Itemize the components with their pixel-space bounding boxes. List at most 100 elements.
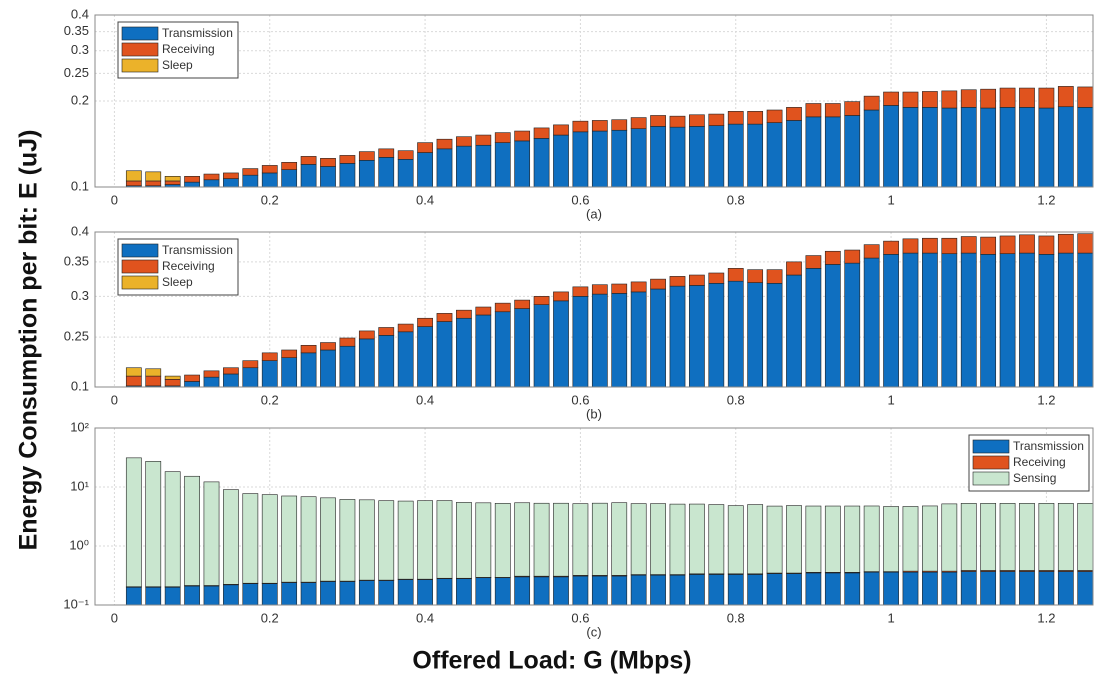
y-tick-label: 0.3 bbox=[71, 42, 89, 57]
x-tick-label: 0.8 bbox=[727, 392, 745, 407]
bar bbox=[184, 181, 200, 188]
bar bbox=[650, 574, 666, 606]
bar bbox=[242, 174, 259, 188]
bar bbox=[689, 126, 705, 188]
bar bbox=[125, 170, 142, 182]
x-tick-label: 0.6 bbox=[571, 392, 589, 407]
bar bbox=[630, 128, 647, 188]
bar bbox=[689, 274, 705, 286]
bar bbox=[727, 574, 744, 606]
bar bbox=[844, 101, 861, 116]
bar bbox=[281, 582, 298, 606]
bar bbox=[300, 352, 317, 388]
bar bbox=[1019, 234, 1035, 254]
y-tick-label: 0.25 bbox=[64, 329, 89, 344]
bar bbox=[1057, 571, 1074, 606]
legend-swatch bbox=[972, 471, 1010, 486]
bar bbox=[553, 134, 569, 188]
bar bbox=[1019, 107, 1035, 188]
bar bbox=[572, 503, 589, 576]
bar bbox=[339, 499, 356, 582]
bar bbox=[669, 115, 686, 128]
bar bbox=[980, 571, 997, 606]
legend-label: Sleep bbox=[162, 58, 193, 72]
bar bbox=[300, 582, 317, 606]
bar bbox=[650, 278, 666, 290]
bar bbox=[261, 165, 278, 174]
bar bbox=[708, 113, 725, 126]
bar bbox=[436, 138, 453, 150]
bar bbox=[397, 323, 414, 333]
bar bbox=[145, 180, 162, 187]
bar bbox=[941, 571, 958, 606]
bar bbox=[184, 374, 200, 382]
bar bbox=[358, 338, 375, 388]
y-tick-label: 0.35 bbox=[64, 23, 89, 38]
bar bbox=[727, 123, 744, 188]
y-tick-label: 10⁰ bbox=[69, 537, 89, 552]
subplot-label: (b) bbox=[586, 406, 602, 421]
bar bbox=[533, 296, 550, 305]
bar bbox=[1019, 503, 1035, 571]
bar bbox=[980, 254, 997, 388]
bar bbox=[417, 579, 433, 606]
axes-frame bbox=[94, 427, 1094, 606]
bar bbox=[747, 574, 764, 606]
bar bbox=[223, 172, 239, 179]
bar bbox=[378, 500, 395, 581]
legend: Transmission Receiving Sensing bbox=[968, 434, 1090, 492]
bar bbox=[902, 506, 919, 572]
bar bbox=[242, 360, 259, 369]
axes-frame bbox=[94, 14, 1094, 188]
bar bbox=[436, 313, 453, 322]
bar bbox=[689, 574, 705, 606]
bar bbox=[533, 304, 550, 388]
bar bbox=[980, 107, 997, 188]
bar bbox=[320, 342, 336, 351]
bar bbox=[553, 576, 569, 606]
bar bbox=[378, 335, 395, 388]
bar bbox=[922, 237, 938, 254]
bar bbox=[164, 375, 181, 380]
bar bbox=[863, 95, 880, 111]
bar bbox=[417, 317, 433, 327]
legend-label: Sleep bbox=[162, 275, 193, 289]
legend-label: Transmission bbox=[162, 26, 233, 40]
bar bbox=[300, 344, 317, 354]
bar bbox=[242, 168, 259, 176]
bar bbox=[902, 107, 919, 188]
bar bbox=[475, 144, 492, 188]
legend-label: Sensing bbox=[1013, 471, 1056, 485]
bar bbox=[1019, 87, 1035, 108]
bar bbox=[145, 375, 162, 387]
y-axis-label: Energy Consumption per bit: E (uJ) bbox=[15, 130, 43, 551]
bar bbox=[203, 585, 220, 606]
x-tick-label: 0.4 bbox=[416, 192, 434, 207]
bar bbox=[922, 107, 938, 188]
bar bbox=[999, 235, 1016, 255]
bar bbox=[514, 140, 531, 188]
x-tick-label: 1.2 bbox=[1037, 392, 1055, 407]
bar bbox=[922, 91, 938, 108]
bar bbox=[844, 572, 861, 606]
x-tick-label: 0.8 bbox=[727, 610, 745, 625]
legend-swatch bbox=[121, 259, 159, 274]
bar bbox=[786, 505, 802, 574]
bar bbox=[689, 503, 705, 575]
bar bbox=[358, 330, 375, 340]
bar bbox=[824, 505, 841, 573]
bar bbox=[747, 123, 764, 188]
bar bbox=[281, 349, 298, 358]
bar bbox=[242, 583, 259, 606]
bar bbox=[824, 572, 841, 606]
bar bbox=[397, 500, 414, 580]
bar bbox=[145, 461, 162, 588]
bar bbox=[203, 173, 220, 181]
bar bbox=[766, 269, 783, 284]
bar bbox=[805, 116, 822, 188]
bar bbox=[261, 172, 278, 188]
legend-swatch bbox=[121, 42, 159, 57]
bar bbox=[261, 494, 278, 584]
bar bbox=[475, 314, 492, 388]
bar bbox=[339, 163, 356, 188]
